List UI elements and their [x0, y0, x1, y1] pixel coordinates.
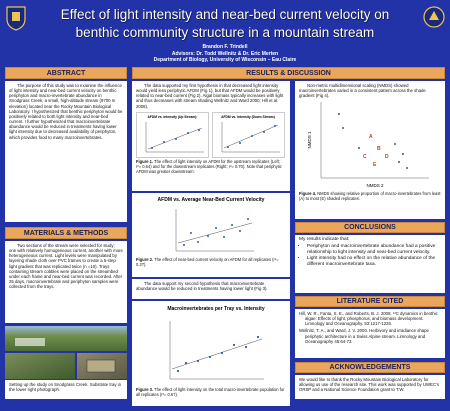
figure-1: AFDM vs. Intensity (Up Stream) AFDM vs. …	[136, 112, 286, 158]
svg-text:A: A	[369, 134, 373, 140]
methods-text: Two sections of the stream were selected…	[5, 241, 127, 323]
chart: AFDM vs. Intensity (Down Stream)	[212, 112, 285, 158]
abstract-text: The purpose of this study was to examine…	[5, 81, 127, 222]
title-line: Effect of light intensity and near-bed c…	[60, 7, 390, 22]
reference: Hill, W. R., Fanta, S. E., and Roberts, …	[299, 311, 438, 327]
chart: Macroinvertebrates per Tray vs. Intensit…	[167, 306, 265, 380]
photo-caption: Setting up the study on Snodgrass Creek.…	[5, 380, 127, 399]
chart-title: AFDM vs. Intensity (Up Stream)	[147, 115, 196, 119]
section-heading: ABSTRACT	[5, 67, 127, 79]
svg-text:B: B	[377, 146, 381, 152]
axis-label: NMDS 2	[366, 183, 383, 188]
conclusions-list: Periphyton and macroinvertebrate abundan…	[299, 244, 441, 268]
results-text: The data supported my first hypothesis i…	[136, 83, 284, 109]
section-heading: RESULTS & DISCUSSION	[132, 67, 445, 79]
figure-label: Figure 3.	[136, 387, 154, 393]
conclusions-box: My results indicate that: Periphyton and…	[295, 235, 445, 293]
figure-label: Figure 4.	[299, 190, 317, 196]
chart-title: AFDM vs. Intensity (Down Stream)	[221, 115, 275, 119]
chart-title: AFDM vs. Average Near-Bed Current Veloci…	[158, 197, 265, 203]
photos	[5, 326, 127, 379]
section-heading: ACKNOWLEDGEMENTS	[295, 362, 445, 373]
figure-label: Figure 2.	[136, 257, 154, 263]
section-heading: MATERIALS & METHODS	[5, 227, 127, 239]
results-text: Non-metric multidimensional scaling (NMD…	[299, 83, 426, 99]
conclusion-item: Periphyton and macroinvertebrate abundan…	[307, 244, 441, 256]
department: Department of Biology, University of Wis…	[153, 57, 297, 63]
author: Brandon F. Trindell	[202, 44, 248, 50]
svg-text:E: E	[373, 162, 377, 168]
figure-caption: Figure 3. The effect of light intensity …	[136, 387, 286, 398]
figure-label: Figure 1.	[136, 158, 154, 164]
conclusion-item: Light intensity had no effect on the rel…	[307, 256, 441, 268]
results-panel: The data supported my first hypothesis i…	[132, 81, 290, 191]
caption-text: The effect of near-bed current velocity …	[136, 257, 279, 268]
axis-label: NMDS 1	[307, 131, 312, 148]
figure-caption: Figure 2. The effect of near-bed current…	[136, 257, 286, 268]
chart: AFDM vs. Intensity (Up Stream)	[136, 112, 209, 158]
reference: Wellnitz, T. A., and Ward, J. V. 2000. H…	[299, 328, 429, 344]
caption-text: The effect of light intensity on AFDM fo…	[136, 158, 282, 174]
chart: NMDS 1 NMDS 2 AB C D E	[307, 102, 429, 188]
figure-caption: Figure 4. NMDS showing relative proporti…	[299, 190, 441, 202]
nmds-panel: Non-metric multidimensional scaling (NMD…	[295, 81, 445, 219]
right-logo	[423, 6, 445, 28]
literature-box: Hill, W. R., Fanta, S. E., and Roberts, …	[295, 309, 445, 358]
results-text: The data support my second hypothesis th…	[132, 279, 290, 299]
figure-caption: Figure 1. The effect of light intensity …	[136, 158, 286, 175]
svg-text:D: D	[385, 154, 389, 160]
section-heading: LITERATURE CITED	[295, 296, 445, 307]
figure-3-panel: Macroinvertebrates per Tray vs. Intensit…	[132, 301, 290, 406]
section-heading: CONCLUSIONS	[295, 222, 445, 233]
svg-text:C: C	[363, 154, 367, 160]
acknowledgements-text: We would like to thank the Rocky Mountai…	[295, 375, 445, 399]
caption-text: NMDS showing relative proportion of macr…	[299, 190, 441, 201]
conclusions-intro: My results indicate that:	[299, 237, 350, 242]
figure-2-panel: AFDM vs. Average Near-Bed Current Veloci…	[132, 193, 290, 277]
title-line: benthic community structure in a mountai…	[75, 25, 375, 40]
advisors: Advisors: Dr. Todd Wellnitz & Dr. Eric M…	[171, 50, 279, 57]
left-logo	[6, 6, 26, 31]
caption-text: The effect of light intensity on the tot…	[136, 387, 285, 398]
chart: AFDM vs. Average Near-Bed Current Veloci…	[158, 197, 265, 252]
chart-title: Macroinvertebrates per Tray vs. Intensit…	[167, 306, 264, 312]
